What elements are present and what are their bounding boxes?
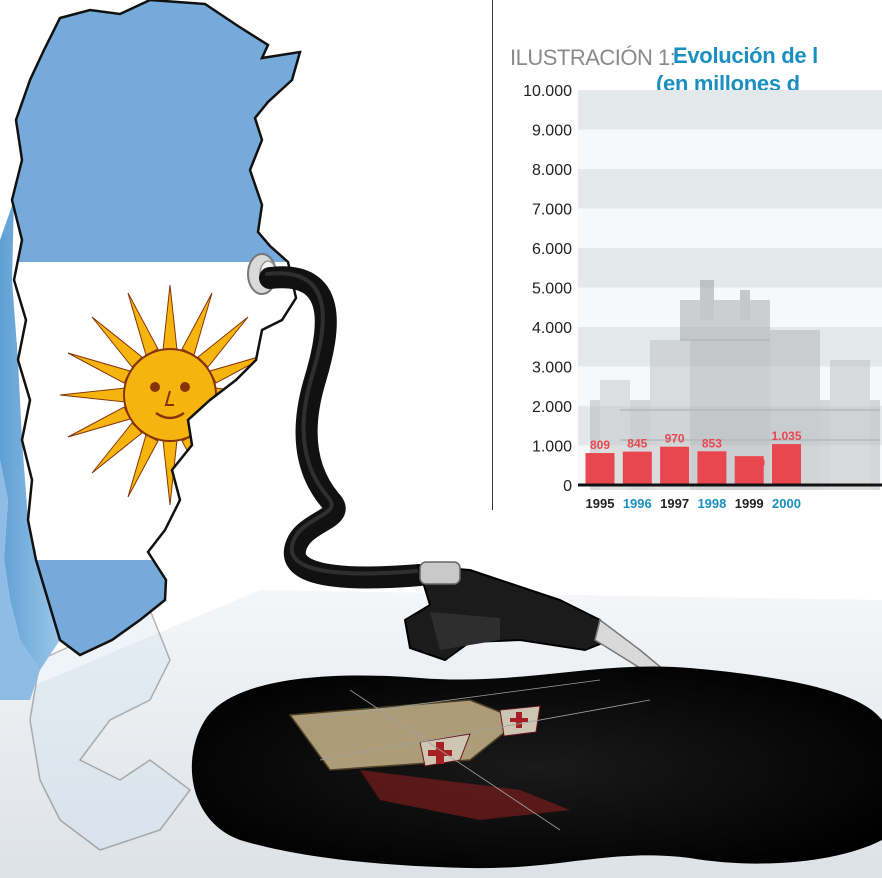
bar-value-label: 730	[745, 456, 765, 470]
chart-title: Evolución de l	[673, 43, 818, 68]
y-tick-label: 1.000	[532, 439, 572, 456]
y-tick-label: 7.000	[532, 202, 572, 219]
bar-chart: 809 845 970 853 730 1.035 0 1.000 2.000 3.000 4.0…	[523, 83, 882, 511]
x-category-label: 1998	[697, 496, 726, 511]
argentina-map	[12, 0, 300, 655]
map-edge	[0, 200, 60, 670]
x-category-label: 2000	[772, 496, 801, 511]
bar	[622, 451, 652, 485]
y-axis-ticks: 0 1.000 2.000 3.000 4.000 5.000 6.000 7.000 8.00…	[523, 83, 882, 495]
y-tick-label: 3.000	[532, 360, 572, 377]
oil-puddle	[191, 666, 882, 869]
background-band	[578, 208, 882, 248]
background-band	[578, 248, 882, 288]
y-tick-label: 10.000	[523, 83, 572, 100]
bar	[660, 446, 690, 485]
caravel-ship-icon	[288, 679, 651, 831]
y-tick-label: 2.000	[532, 399, 572, 416]
background-band	[578, 129, 882, 169]
map-reflection	[29, 608, 192, 851]
y-tick-label: 9.000	[532, 123, 572, 140]
y-tick-label: 6.000	[532, 241, 572, 258]
background-band	[578, 169, 882, 209]
x-category-label: 1995	[586, 496, 615, 511]
x-axis-categories: 1995 1996 1997 1998 1999 2000	[586, 496, 801, 511]
map-edge-lower	[0, 460, 40, 700]
fuel-hose	[259, 266, 431, 589]
bar	[772, 444, 801, 485]
column-divider	[492, 0, 493, 510]
bar	[734, 456, 764, 485]
bar-value-label: 970	[665, 432, 685, 446]
y-tick-label: 8.000	[532, 162, 572, 179]
bar-value-label: 853	[702, 436, 722, 450]
bar-value-label: 1.035	[771, 429, 801, 443]
x-category-label: 1996	[623, 496, 652, 511]
bar-series: 809 845 970 853 730 1.035	[585, 429, 802, 485]
bar-value-label: 809	[590, 438, 610, 452]
bar-value-label: 845	[627, 437, 647, 451]
x-category-label: 1999	[735, 496, 764, 511]
x-category-label: 1997	[660, 496, 689, 511]
chart-title-prefix: ILUSTRACIÓN 1:	[510, 45, 676, 70]
y-tick-label: 0	[563, 478, 572, 495]
bar	[585, 453, 615, 485]
y-tick-label: 5.000	[532, 281, 572, 298]
y-tick-label: 4.000	[532, 320, 572, 337]
bar	[697, 451, 727, 485]
background-band	[578, 90, 882, 130]
sun-of-may-icon	[59, 284, 281, 506]
